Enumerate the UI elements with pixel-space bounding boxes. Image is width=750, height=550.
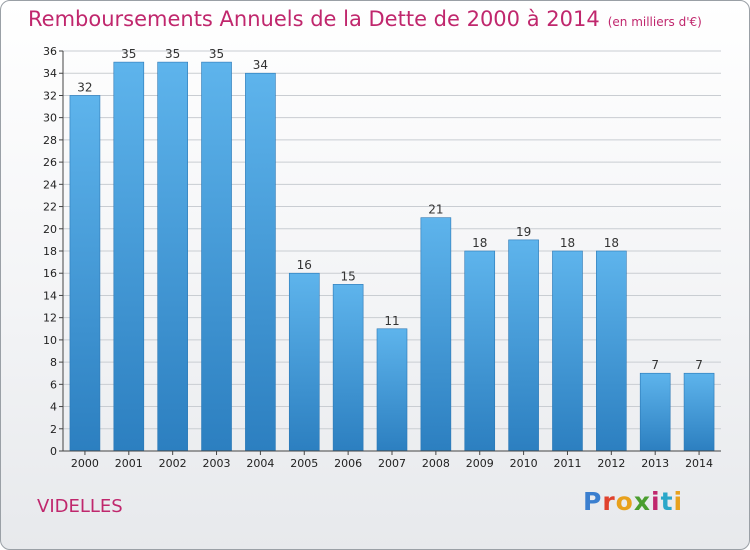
y-tick-label: 2 (50, 423, 57, 436)
x-tick-label: 2001 (115, 457, 143, 470)
y-tick-label: 18 (43, 245, 57, 258)
data-label: 16 (297, 258, 312, 272)
data-label: 11 (384, 314, 399, 328)
x-tick-label: 2011 (553, 457, 581, 470)
chart-title-main: Remboursements Annuels de la Dette de 20… (28, 7, 600, 31)
logo-letter: r (602, 487, 616, 516)
logo-letter: x (633, 487, 651, 516)
data-label: 18 (604, 236, 619, 250)
data-label: 35 (121, 47, 136, 61)
y-tick-label: 16 (43, 267, 57, 280)
y-tick-label: 36 (43, 45, 57, 58)
chart-title: Remboursements Annuels de la Dette de 20… (28, 7, 702, 31)
bar (245, 72, 276, 452)
data-label: 35 (209, 47, 224, 61)
x-tick-label: 2000 (71, 457, 99, 470)
x-tick-label: 2013 (641, 457, 669, 470)
data-label: 18 (560, 236, 575, 250)
commune-name: VIDELLES (37, 496, 123, 517)
y-tick-label: 26 (43, 156, 57, 169)
labels: 0246810121416182022242628303234363220003… (43, 45, 713, 470)
y-tick-label: 20 (43, 223, 57, 236)
data-label: 19 (516, 225, 531, 239)
logo-letter: t (660, 487, 674, 516)
y-tick-label: 14 (43, 289, 57, 302)
axes (59, 50, 721, 455)
bars (69, 61, 715, 452)
y-tick-label: 28 (43, 134, 57, 147)
bar (376, 328, 408, 452)
bar (596, 250, 627, 452)
bar (113, 61, 145, 452)
logo-letter: i (651, 487, 661, 516)
y-tick-label: 4 (50, 401, 57, 414)
y-tick-label: 34 (43, 67, 57, 80)
bar (69, 95, 101, 452)
x-tick-label: 2008 (422, 457, 450, 470)
bar (552, 250, 583, 452)
y-tick-label: 32 (43, 89, 57, 102)
data-label: 7 (695, 358, 703, 372)
y-tick-label: 12 (43, 312, 57, 325)
bar (157, 61, 188, 452)
y-tick-label: 24 (43, 178, 57, 191)
y-tick-label: 8 (50, 356, 57, 369)
data-label: 7 (651, 358, 659, 372)
x-tick-label: 2006 (334, 457, 362, 470)
y-tick-label: 30 (43, 112, 57, 125)
data-label: 34 (253, 58, 268, 72)
logo-letter: o (615, 487, 634, 516)
x-tick-label: 2004 (246, 457, 274, 470)
bar (639, 372, 671, 452)
chart-title-unit: (en milliers d'€) (607, 15, 702, 29)
data-label: 35 (165, 47, 180, 61)
bar (201, 61, 232, 452)
x-tick-label: 2003 (203, 457, 231, 470)
x-tick-label: 2007 (378, 457, 406, 470)
data-label: 32 (77, 80, 92, 94)
bar (420, 217, 452, 452)
y-tick-label: 0 (50, 445, 57, 458)
bar (683, 372, 715, 452)
bar (464, 250, 496, 452)
y-tick-label: 22 (43, 201, 57, 214)
bar (332, 284, 364, 452)
y-tick-label: 6 (50, 378, 57, 391)
logo-letter: P (583, 487, 603, 516)
logo-letter: i (673, 487, 684, 516)
x-tick-label: 2002 (159, 457, 187, 470)
data-label: 18 (472, 236, 487, 250)
proxiti-logo: Proxiti (583, 487, 683, 516)
x-tick-label: 2009 (466, 457, 494, 470)
x-tick-label: 2010 (510, 457, 538, 470)
x-tick-label: 2012 (597, 457, 625, 470)
data-label: 15 (340, 269, 355, 283)
data-label: 21 (428, 203, 443, 217)
bar (508, 239, 539, 452)
bar (288, 272, 320, 452)
y-tick-label: 10 (43, 334, 57, 347)
x-tick-label: 2005 (290, 457, 318, 470)
x-tick-label: 2014 (685, 457, 713, 470)
